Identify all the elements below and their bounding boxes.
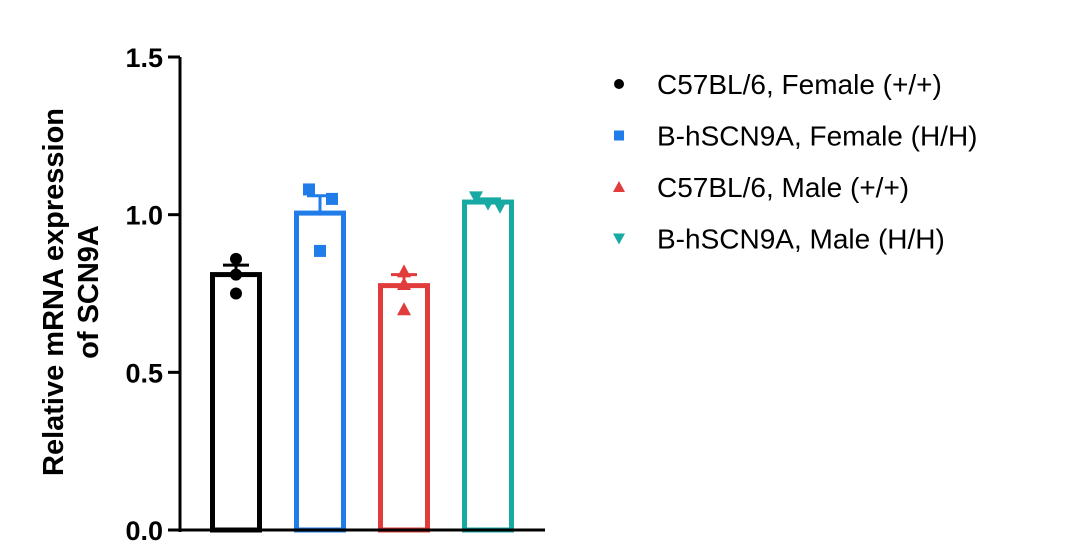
- legend-marker: [613, 233, 625, 245]
- bar: [462, 199, 514, 533]
- data-point: [481, 197, 495, 211]
- y-axis: 0.0 0.5 1.0 1.5: [125, 43, 182, 546]
- data-point: [230, 268, 242, 281]
- y-tick-label: 0.0: [125, 516, 163, 546]
- data-point: [397, 302, 411, 316]
- bar: [378, 283, 430, 533]
- y-axis-label-line-1: Relative mRNA expression: [38, 108, 70, 476]
- data-point: [469, 191, 483, 205]
- legend-marker: [614, 130, 624, 141]
- data-point: [303, 183, 315, 196]
- data-point: [397, 264, 411, 278]
- legend-label: B-hSCN9A, Male (H/H): [657, 224, 945, 255]
- bar: [210, 272, 262, 533]
- legend-label: C57BL/6, Female (+/+): [657, 69, 942, 100]
- legend: C57BL/6, Female (+/+) B-hSCN9A, Female (H…: [613, 69, 978, 255]
- data-point: [230, 252, 242, 265]
- y-tick-label: 1.5: [125, 43, 163, 73]
- data-point: [230, 287, 242, 300]
- data-point: [314, 244, 326, 257]
- data-point: [397, 277, 411, 291]
- legend-label: B-hSCN9A, Female (H/H): [657, 121, 978, 152]
- y-axis-label-line-2: of SCN9A: [73, 225, 105, 359]
- legend-label: C57BL/6, Male (+/+): [657, 172, 909, 203]
- y-tick-label: 0.5: [125, 358, 163, 388]
- plot-area: [210, 183, 514, 533]
- legend-marker: [613, 181, 625, 192]
- bar: [294, 210, 346, 533]
- legend-marker: [614, 79, 624, 89]
- y-tick-label: 1.0: [125, 201, 163, 231]
- data-point: [326, 192, 338, 205]
- data-point: [493, 200, 507, 214]
